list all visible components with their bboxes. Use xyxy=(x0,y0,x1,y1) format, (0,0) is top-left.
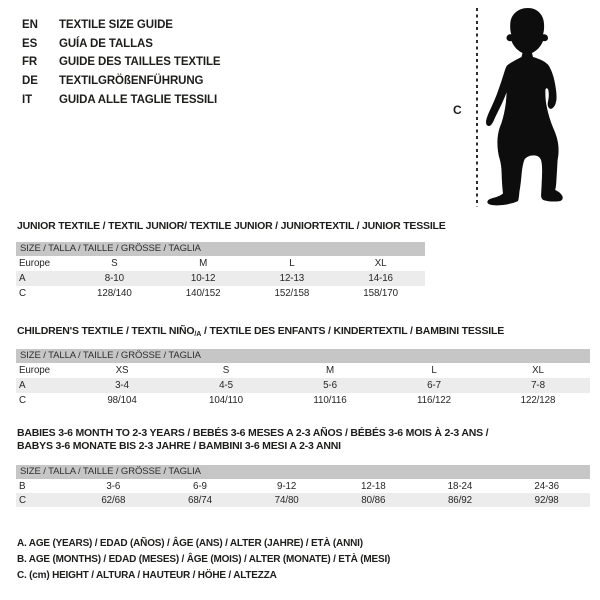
row-label: Europe xyxy=(19,258,50,269)
height-measure-label: C xyxy=(453,103,462,117)
footnote-b: B. AGE (MONTHS) / EDAD (MESES) / ÂGE (MO… xyxy=(17,553,391,565)
table-row: C 62/68 68/74 74/80 80/86 86/92 92/98 xyxy=(16,493,590,507)
row-label: A xyxy=(19,380,26,391)
value-cell: 12-18 xyxy=(361,480,386,492)
junior-section-title: JUNIOR TEXTILE / TEXTIL JUNIOR/ TEXTILE … xyxy=(17,220,446,232)
language-title: TEXTILE SIZE GUIDE xyxy=(59,19,173,31)
value-cell: 6-9 xyxy=(193,480,207,492)
language-code: IT xyxy=(22,93,33,106)
value-cell: 12-13 xyxy=(279,273,305,284)
babies-title-line2: BABYS 3-6 MONATE BIS 2-3 JAHRE / BAMBINI… xyxy=(17,439,341,452)
size-cell: XS xyxy=(115,365,129,376)
row-label: C xyxy=(19,494,26,506)
value-cell: 10-12 xyxy=(190,273,216,284)
value-cell: 92/98 xyxy=(534,494,559,506)
size-cell: XL xyxy=(532,365,544,376)
value-cell: 8-10 xyxy=(104,273,124,284)
value-cell: 18-24 xyxy=(447,480,473,492)
language-title: GUÍA DE TALLAS xyxy=(59,37,153,50)
size-cell: L xyxy=(289,258,295,269)
value-cell: 86/92 xyxy=(447,494,472,506)
value-cell: 4-5 xyxy=(219,380,233,391)
size-cell: S xyxy=(222,365,230,376)
list-item: IT GUIDA ALLE TAGLIE TESSILI xyxy=(22,91,221,110)
size-cell: S xyxy=(111,258,118,269)
value-cell: 122/128 xyxy=(520,395,556,406)
table-row: B 3-6 6-9 9-12 12-18 18-24 24-36 xyxy=(16,479,590,493)
children-title-prefix: CHILDREN'S TEXTILE / TEXTIL NIÑO xyxy=(17,325,195,337)
list-item: DE TEXTILGRÖßENFÜHRUNG xyxy=(22,72,221,91)
size-cell: M xyxy=(199,258,208,269)
value-cell: 62/68 xyxy=(101,494,126,506)
list-item: ES GUÍA DE TALLAS xyxy=(22,35,221,54)
value-cell: 5-6 xyxy=(323,380,337,391)
value-cell: 14-16 xyxy=(368,273,393,284)
value-cell: 80/86 xyxy=(361,494,386,506)
language-title: GUIDE DES TAILLES TEXTILE xyxy=(59,56,221,69)
language-title: GUIDA ALLE TAGLIE TESSILI xyxy=(59,93,218,106)
value-cell: 110/116 xyxy=(313,395,347,406)
footnote-c: C. (cm) HEIGHT / ALTURA / HAUTEUR / HÖHE… xyxy=(17,569,277,581)
height-measure-dotted-line xyxy=(476,8,478,207)
row-label: A xyxy=(19,273,26,284)
size-band-header: SIZE / TALLA / TAILLE / GRÖSSE / TAGLIA xyxy=(16,465,590,479)
babies-size-table: SIZE / TALLA / TAILLE / GRÖSSE / TAGLIA … xyxy=(16,465,590,507)
size-cell: L xyxy=(431,365,437,376)
row-label: Europe xyxy=(19,365,50,376)
list-item: EN TEXTILE SIZE GUIDE xyxy=(22,16,221,35)
children-section-title: CHILDREN'S TEXTILE / TEXTIL NIÑO/A / TEX… xyxy=(17,325,504,338)
children-size-table: SIZE / TALLA / TAILLE / GRÖSSE / TAGLIA … xyxy=(16,349,590,408)
baby-silhouette-icon xyxy=(486,8,563,206)
children-title-subscript: /A xyxy=(194,331,202,338)
table-row: Europe XS S M L XL xyxy=(16,363,590,378)
row-label: B xyxy=(19,480,26,492)
babies-title-line1: BABIES 3-6 MONTH TO 2-3 YEARS / BEBÉS 3-… xyxy=(17,427,489,439)
footnotes-block: A. AGE (YEARS) / EDAD (AÑOS) / ÂGE (ANS)… xyxy=(17,536,390,583)
value-cell: 140/152 xyxy=(185,288,221,299)
babies-section-title: BABIES 3-6 MONTH TO 2-3 YEARS / BEBÉS 3-… xyxy=(17,427,489,453)
junior-size-table: SIZE / TALLA / TAILLE / GRÖSSE / TAGLIA … xyxy=(16,242,425,301)
table-row: C 98/104 104/110 110/116 116/122 122/128 xyxy=(16,393,590,408)
value-cell: 24-36 xyxy=(534,480,559,492)
language-code: FR xyxy=(22,56,38,69)
language-code: ES xyxy=(22,37,38,50)
language-title: TEXTILGRÖßENFÜHRUNG xyxy=(59,75,204,88)
size-cell: M xyxy=(325,365,335,376)
table-row: A 8-10 10-12 12-13 14-16 xyxy=(16,271,425,286)
value-cell: 104/110 xyxy=(209,395,243,406)
language-code: DE xyxy=(22,75,38,88)
size-band-header: SIZE / TALLA / TAILLE / GRÖSSE / TAGLIA xyxy=(16,242,425,256)
language-title-block: EN TEXTILE SIZE GUIDE ES GUÍA DE TALLAS … xyxy=(22,16,221,110)
row-label: C xyxy=(19,288,26,299)
value-cell: 152/158 xyxy=(274,288,310,299)
language-code: EN xyxy=(22,19,38,31)
size-cell: XL xyxy=(374,258,387,269)
value-cell: 158/170 xyxy=(363,288,398,299)
value-cell: 116/122 xyxy=(417,395,451,406)
size-band-header: SIZE / TALLA / TAILLE / GRÖSSE / TAGLIA xyxy=(16,349,590,363)
value-cell: 3-4 xyxy=(115,380,129,391)
value-cell: 3-6 xyxy=(106,480,121,492)
value-cell: 6-7 xyxy=(427,380,441,391)
value-cell: 98/104 xyxy=(107,395,137,406)
table-row: A 3-4 4-5 5-6 6-7 7-8 xyxy=(16,378,590,393)
row-label: C xyxy=(19,395,26,406)
value-cell: 68/74 xyxy=(187,494,212,506)
list-item: FR GUIDE DES TAILLES TEXTILE xyxy=(22,53,221,72)
children-title-suffix: / TEXTILE DES ENFANTS / KINDERTEXTIL / B… xyxy=(201,325,505,337)
value-cell: 128/140 xyxy=(97,288,132,299)
table-row: C 128/140 140/152 152/158 158/170 xyxy=(16,286,425,301)
table-row: Europe S M L XL xyxy=(16,256,425,271)
footnote-a: A. AGE (YEARS) / EDAD (AÑOS) / ÂGE (ANS)… xyxy=(17,538,363,549)
value-cell: 9-12 xyxy=(277,480,297,492)
value-cell: 7-8 xyxy=(531,380,545,391)
value-cell: 74/80 xyxy=(274,494,299,506)
